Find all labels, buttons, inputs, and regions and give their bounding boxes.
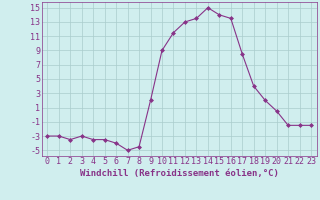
X-axis label: Windchill (Refroidissement éolien,°C): Windchill (Refroidissement éolien,°C) xyxy=(80,169,279,178)
